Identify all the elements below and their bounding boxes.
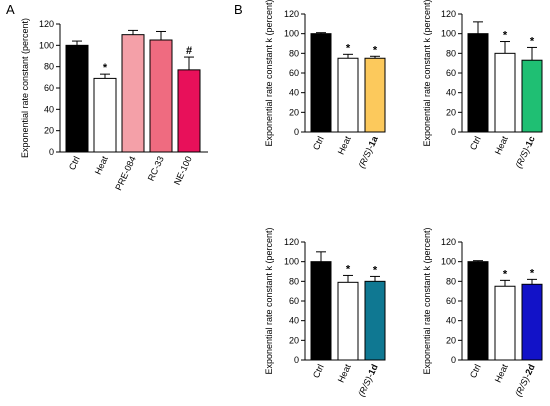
chart-3-ylabel: Exponential rate constant k (percent) [264,227,274,374]
chart-1-bar-2 [364,57,386,133]
chart-4-ytick-label-2: 40 [446,316,456,326]
chart-3-ytick-label-6: 120 [284,237,299,247]
chart-3-bar-0 [310,261,332,361]
chart-1-ytick-label-1: 20 [289,107,299,117]
chart-1-annotation-1: * [346,42,351,54]
chart-2-ylabel: Exponential rate constant k (percent) [422,0,432,147]
chart-0-xtick-label-0: Ctrl [67,155,82,172]
chart-3-bar-1 [337,281,359,361]
chart-3-ytick-label-5: 100 [284,257,299,267]
chart-0-ytick-label-5: 100 [39,40,54,50]
chart-3-ytick-label-3: 60 [289,296,299,306]
chart-0-xtick-label-4: NE-100 [172,155,194,187]
chart-0-bar-1 [93,77,117,153]
panel-label-a: A [6,2,15,17]
chart-4-ytick-label-4: 80 [446,276,456,286]
chart-2-xtick-label-1: Heat [493,134,510,156]
chart-3-xtick-label-0: Ctrl [311,363,326,380]
chart-0-ytick-label-3: 60 [44,83,54,93]
chart-1-ytick-label-2: 40 [289,88,299,98]
chart-1-ytick-label-0: 0 [294,127,299,137]
chart-4-ytick-label-3: 60 [446,296,456,306]
chart-2-annotation-2: * [530,35,535,47]
chart-0-annotation-4: # [186,45,192,57]
chart-4-ytick-label-0: 0 [451,355,456,365]
chart-4-ytick-label-6: 120 [441,237,456,247]
chart-4-annotation-1: * [503,268,508,280]
chart-3-xtick-label-2: (R/S)-1d [356,363,380,399]
chart-3-ytick-label-2: 40 [289,316,299,326]
chart-2-ytick-label-5: 100 [441,29,456,39]
panel-label-b: B [234,2,243,17]
chart-1-ylabel: Exponential rate constant k (percent) [264,0,274,147]
chart-0-ytick-label-6: 120 [39,19,54,29]
chart-3-ytick-label-1: 20 [289,335,299,345]
chart-1-bar-0 [310,33,332,133]
chart-0-ylabel: Exponential rate constant (percent) [20,18,30,158]
chart-4-xtick-label-0: Ctrl [468,363,483,380]
chart-1-xtick-label-2: (R/S)-1a [356,134,380,170]
chart-2-annotation-1: * [503,30,508,42]
chart-3-ytick-label-0: 0 [294,355,299,365]
chart-0-ytick-label-1: 20 [44,126,54,136]
chart-4-bar-2 [521,283,543,361]
chart-2-bar-1 [494,52,516,133]
chart-2-ytick-label-0: 0 [451,127,456,137]
chart-4-bar-0 [467,261,489,361]
chart-2-xtick-label-0: Ctrl [468,135,483,152]
chart-0-ytick-label-2: 40 [44,104,54,114]
chart-0-bar-4 [177,69,201,153]
chart-4-ylabel: Exponential rate constant k (percent) [422,227,432,374]
chart-4-ytick-label-5: 100 [441,257,456,267]
chart-3-annotation-1: * [346,263,351,275]
chart-0-xtick-label-3: RC-33 [146,155,166,183]
chart-2-bar-0 [467,33,489,133]
chart-0-xtick-label-2: PRE-084 [113,155,138,192]
chart-1-ytick-label-5: 100 [284,29,299,39]
chart-2-ytick-label-6: 120 [441,9,456,19]
chart-0-annotation-1: * [103,62,108,74]
chart-1-ytick-label-6: 120 [284,9,299,19]
chart-1-xtick-label-0: Ctrl [311,135,326,152]
chart-1-ytick-label-4: 80 [289,48,299,58]
chart-4-ytick-label-1: 20 [446,335,456,345]
chart-4-xtick-label-1: Heat [493,362,510,384]
chart-3-ytick-label-4: 80 [289,276,299,286]
chart-2-bar-2 [521,59,543,133]
chart-0-bar-2 [121,34,145,153]
chart-0-ytick-label-0: 0 [49,147,54,157]
chart-1-annotation-2: * [373,44,378,56]
chart-0-ytick-label-4: 80 [44,62,54,72]
chart-1-ytick-label-3: 60 [289,68,299,78]
chart-2-ytick-label-2: 40 [446,88,456,98]
chart-2-ytick-label-1: 20 [446,107,456,117]
chart-2-xtick-label-2: (R/S)-1c [513,135,536,170]
chart-4-bar-1 [494,285,516,361]
chart-2-ytick-label-3: 60 [446,68,456,78]
chart-4-xtick-label-2: (R/S)-2d [513,363,537,399]
chart-3-annotation-2: * [373,264,378,276]
chart-3-bar-2 [364,280,386,361]
chart-0-bar-3 [149,39,173,153]
chart-3-xtick-label-1: Heat [336,362,353,384]
chart-1-bar-1 [337,57,359,133]
chart-1-xtick-label-1: Heat [336,134,353,156]
chart-4-annotation-2: * [530,267,535,279]
chart-0-bar-0 [65,44,89,153]
chart-0-xtick-label-1: Heat [93,154,110,176]
chart-2-ytick-label-4: 80 [446,48,456,58]
